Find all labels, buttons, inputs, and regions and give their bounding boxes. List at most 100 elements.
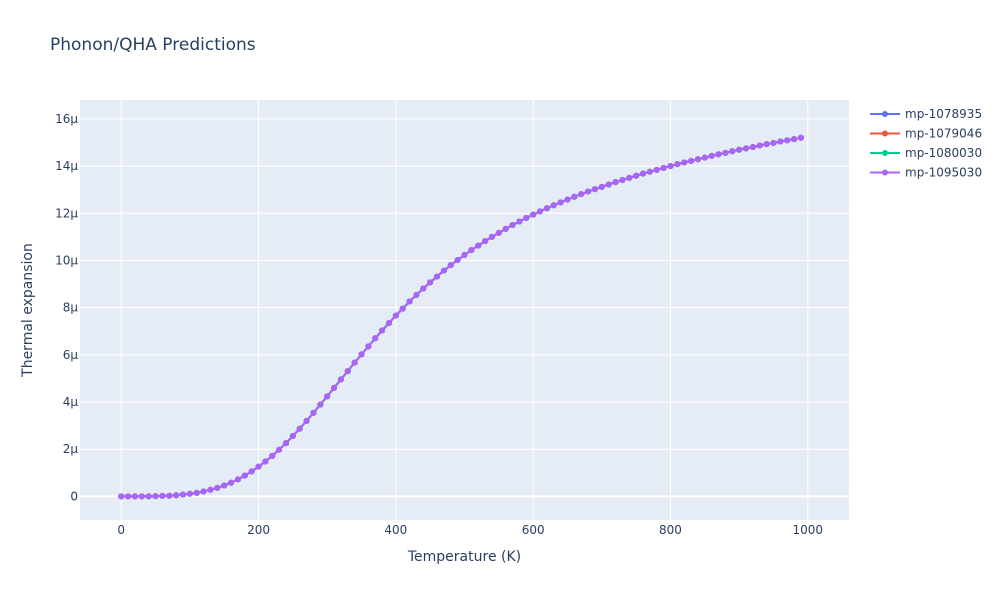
data-point: [578, 191, 585, 198]
data-point: [427, 279, 434, 286]
y-tick-label: 8μ: [63, 301, 79, 315]
legend-swatch-marker: [882, 150, 888, 156]
data-point: [777, 138, 784, 145]
y-tick-label: 4μ: [63, 395, 79, 409]
data-point: [269, 452, 276, 459]
data-point: [461, 252, 468, 259]
data-point: [488, 233, 495, 240]
data-point: [564, 196, 571, 203]
data-point: [612, 179, 619, 186]
data-point: [118, 493, 125, 500]
data-point: [495, 229, 502, 236]
legend-item[interactable]: mp-1080030: [870, 146, 982, 160]
data-point: [681, 159, 688, 166]
data-point: [784, 137, 791, 144]
series-mp-1095030: [118, 134, 804, 500]
data-point: [694, 156, 701, 163]
data-point: [440, 267, 447, 274]
legend: mp-1078935 mp-1079046 mp-1080030 mp-1095030: [870, 107, 982, 180]
data-point: [516, 218, 523, 225]
data-point: [523, 214, 530, 221]
data-point: [736, 146, 743, 153]
data-point: [626, 174, 633, 181]
data-point: [282, 440, 289, 447]
data-point: [131, 493, 138, 500]
data-point: [385, 319, 392, 326]
data-point: [543, 205, 550, 212]
y-tick-label: 10μ: [55, 253, 78, 267]
legend-item[interactable]: mp-1079046: [870, 127, 982, 141]
data-point: [434, 273, 441, 280]
data-point: [591, 186, 598, 193]
grid: [80, 100, 849, 520]
data-point: [159, 492, 166, 499]
series-line: [121, 136, 802, 498]
data-point: [303, 417, 310, 424]
data-point: [502, 225, 509, 232]
data-point: [276, 446, 283, 453]
data-point: [138, 493, 145, 500]
data-point: [715, 151, 722, 158]
data-point: [324, 393, 331, 400]
data-point: [296, 425, 303, 432]
y-tick-label: 14μ: [55, 159, 78, 173]
data-point: [289, 433, 296, 439]
data-point: [372, 335, 379, 342]
data-point: [207, 486, 214, 493]
data-point: [722, 149, 729, 156]
data-point: [358, 351, 365, 358]
data-point: [633, 172, 640, 179]
data-point: [365, 343, 372, 350]
data-point: [571, 193, 578, 200]
x-tick-label: 400: [384, 523, 407, 537]
data-point: [221, 482, 228, 489]
legend-label: mp-1078935: [905, 107, 982, 121]
data-point: [550, 202, 557, 209]
data-point: [173, 492, 180, 499]
data-point: [653, 166, 660, 173]
legend-swatch-marker: [882, 111, 888, 117]
data-point: [379, 327, 386, 334]
data-point: [145, 493, 152, 500]
data-point: [701, 154, 708, 161]
legend-swatch-marker: [882, 169, 888, 176]
data-point: [454, 256, 461, 263]
data-point: [598, 183, 605, 190]
data-point: [660, 164, 667, 171]
data-point: [688, 157, 695, 164]
legend-label: mp-1079046: [905, 127, 982, 141]
data-point: [646, 168, 653, 175]
data-point: [193, 489, 200, 496]
data-point: [344, 368, 351, 375]
x-axis-label: Temperature (K): [407, 549, 521, 565]
y-tick-label: 12μ: [55, 206, 78, 220]
data-point: [482, 238, 489, 245]
data-point: [392, 312, 399, 319]
data-point: [179, 491, 186, 498]
y-tick-label: 6μ: [63, 348, 79, 362]
data-point: [756, 142, 763, 149]
data-point: [200, 488, 207, 495]
data-point: [399, 305, 406, 312]
data-point: [605, 181, 612, 188]
data-point: [406, 298, 413, 305]
data-point: [667, 163, 674, 170]
data-point: [186, 490, 193, 497]
data-point: [729, 148, 736, 155]
data-point: [413, 291, 420, 298]
legend-item[interactable]: mp-1095030: [870, 166, 982, 180]
y-tick-label: 16μ: [55, 112, 78, 126]
data-point: [557, 199, 564, 206]
y-tick-label: 2μ: [63, 442, 79, 456]
data-point: [214, 484, 221, 491]
data-point: [248, 468, 255, 475]
series-layer: [118, 134, 804, 500]
x-tick-label: 1000: [793, 523, 824, 537]
data-point: [530, 211, 537, 218]
legend-label: mp-1095030: [905, 166, 982, 180]
chart-title: Phonon/QHA Predictions: [50, 35, 256, 55]
data-point: [674, 161, 681, 168]
data-point: [743, 145, 750, 152]
legend-label: mp-1080030: [905, 146, 982, 160]
legend-item[interactable]: mp-1078935: [870, 107, 982, 121]
